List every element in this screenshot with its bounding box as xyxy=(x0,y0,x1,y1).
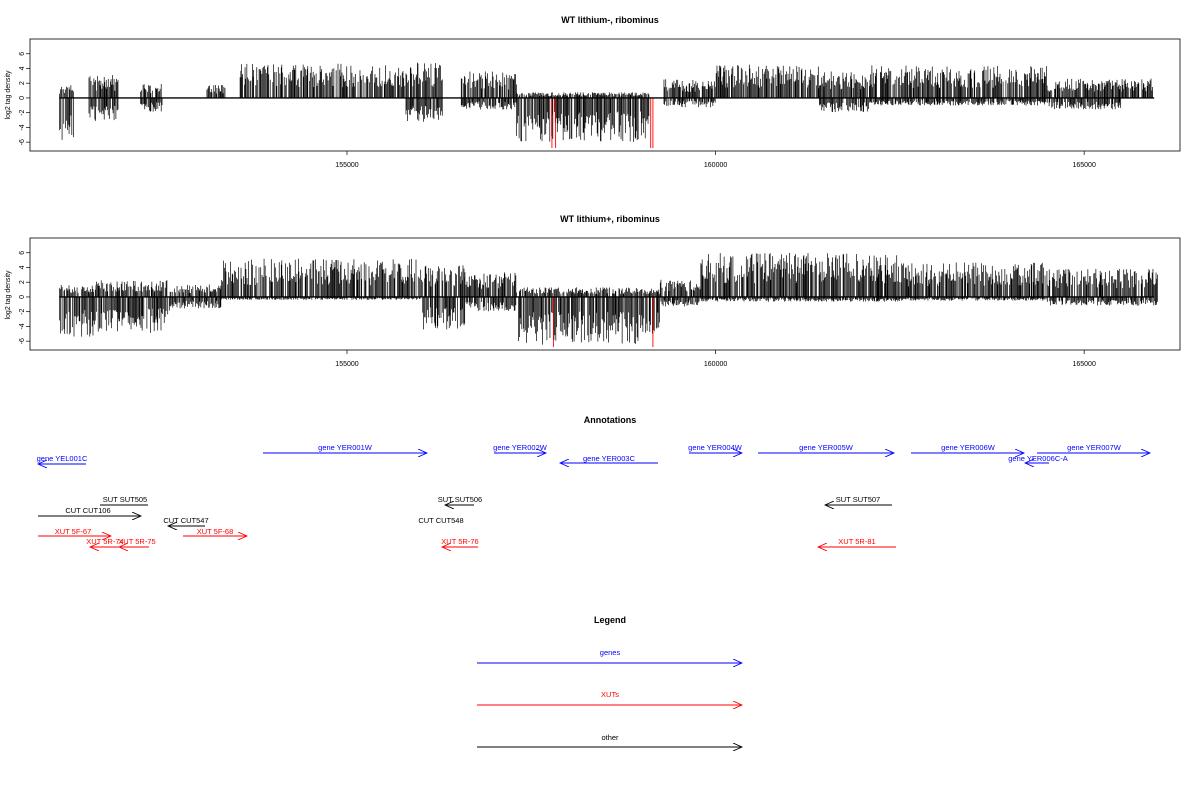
feature-label: CUT CUT547 xyxy=(163,516,208,525)
feature-yel001c: gene YEL001C xyxy=(37,454,88,464)
y-tick-label: -2 xyxy=(19,308,26,314)
x-tick-label: 155000 xyxy=(335,361,358,368)
feature-label: CUT CUT548 xyxy=(418,516,463,525)
legend-label: XUTs xyxy=(601,690,619,699)
feature-xut5f67: XUT 5F-67 xyxy=(38,527,111,536)
axes: -6 -4 -2 0 2 4 6 155000 160000 165000 xyxy=(19,251,1155,368)
feature-yer005w: gene YER005W xyxy=(758,443,894,453)
feature-label: gene YER002W xyxy=(493,443,548,452)
y-tick-label: 2 xyxy=(19,81,26,85)
axes: -6 -4 -2 0 2 4 6 155000 160000 165000 xyxy=(19,52,1155,169)
y-axis-label: log2 tag density xyxy=(5,270,12,320)
legend-label: genes xyxy=(600,648,621,657)
feature-label: SUT SUT505 xyxy=(103,495,147,504)
feature-yer002w: gene YER002W xyxy=(493,443,548,453)
track-panel-lithium-minus: WT lithium-, ribominus log2 tag density … xyxy=(5,15,1181,169)
feature-yer003c: gene YER003C xyxy=(560,454,658,463)
y-tick-label: 4 xyxy=(19,66,26,70)
legend-item-genes: genes xyxy=(477,648,742,663)
x-tick-label: 160000 xyxy=(704,361,727,368)
y-tick-label: 6 xyxy=(19,52,26,56)
legend-title: Legend xyxy=(594,615,626,625)
y-tick-label: 4 xyxy=(19,265,26,269)
x-tick-label: 165000 xyxy=(1072,162,1095,169)
feature-yer007w: gene YER007W xyxy=(1037,443,1150,453)
feature-label: SUT SUT507 xyxy=(836,495,880,504)
y-axis-label: log2 tag density xyxy=(5,70,12,120)
feature-yer004w: gene YER004W xyxy=(688,443,743,453)
feature-label: gene YER007W xyxy=(1067,443,1122,452)
feature-yer006c-a: gene YER006C-A xyxy=(1008,454,1068,463)
feature-cut547: CUT CUT547 xyxy=(163,516,209,526)
legend-item-other: other xyxy=(477,733,742,747)
x-tick-label: 155000 xyxy=(335,162,358,169)
feature-label: gene YER001W xyxy=(318,443,373,452)
feature-label: gene YEL001C xyxy=(37,454,88,463)
density-bars xyxy=(59,62,1153,149)
feature-label: XUT 5R-75 xyxy=(118,537,155,546)
feature-yer006w: gene YER006W xyxy=(911,443,1024,453)
feature-label: gene YER003C xyxy=(583,454,636,463)
feature-sut506: SUT SUT506 xyxy=(438,495,482,505)
legend-item-xuts: XUTs xyxy=(477,690,742,705)
feature-yer001w: gene YER001W xyxy=(263,443,427,453)
feature-label: gene YER006W xyxy=(941,443,996,452)
panel-title: WT lithium-, ribominus xyxy=(561,15,659,25)
feature-xut5r81: XUT 5R-81 xyxy=(818,537,896,547)
feature-xut5r75: XUT 5R-75 xyxy=(118,537,156,547)
plot-frame xyxy=(29,38,1181,152)
y-tick-label: -4 xyxy=(19,323,26,329)
y-tick-label: -6 xyxy=(19,338,26,344)
plot-frame xyxy=(29,237,1181,351)
feature-label: XUT 5F-68 xyxy=(197,527,234,536)
legend: Legend genes XUTs other xyxy=(477,615,742,747)
feature-label: SUT SUT506 xyxy=(438,495,482,504)
annotations-title: Annotations xyxy=(584,415,637,425)
feature-label: XUT 5R-81 xyxy=(838,537,875,546)
feature-label: CUT CUT106 xyxy=(65,506,110,515)
y-tick-label: 2 xyxy=(19,280,26,284)
feature-label: XUT 5R-74 xyxy=(86,537,123,546)
track-panel-lithium-plus: WT lithium+, ribominus log2 tag density … xyxy=(5,214,1181,368)
y-tick-label: 0 xyxy=(19,295,26,299)
y-tick-label: -2 xyxy=(19,109,26,115)
feature-label: gene YER005W xyxy=(799,443,854,452)
feature-sut505: SUT SUT505 xyxy=(100,495,148,506)
feature-label: gene YER004W xyxy=(688,443,743,452)
y-tick-label: 6 xyxy=(19,251,26,255)
feature-label: gene YER006C-A xyxy=(1008,454,1067,463)
feature-cut548: CUT CUT548 xyxy=(418,516,463,525)
feature-xut5f68: XUT 5F-68 xyxy=(183,527,247,536)
panel-title: WT lithium+, ribominus xyxy=(560,214,660,224)
y-tick-label: -4 xyxy=(19,124,26,130)
x-tick-label: 165000 xyxy=(1072,361,1095,368)
legend-label: other xyxy=(601,733,619,742)
feature-xut5r76: XUT 5R-76 xyxy=(441,537,479,547)
y-tick-label: 0 xyxy=(19,96,26,100)
density-bars xyxy=(59,252,1158,348)
feature-sut507: SUT SUT507 xyxy=(825,495,892,505)
feature-label: XUT 5R-76 xyxy=(441,537,478,546)
feature-label: XUT 5F-67 xyxy=(55,527,92,536)
feature-cut106: CUT CUT106 xyxy=(38,506,141,516)
annotations-panel: Annotations gene YEL001C gene YER001W ge… xyxy=(37,415,1150,547)
y-tick-label: -6 xyxy=(19,139,26,145)
x-tick-label: 160000 xyxy=(704,162,727,169)
feature-xut5r74: XUT 5R-74 xyxy=(86,537,124,547)
